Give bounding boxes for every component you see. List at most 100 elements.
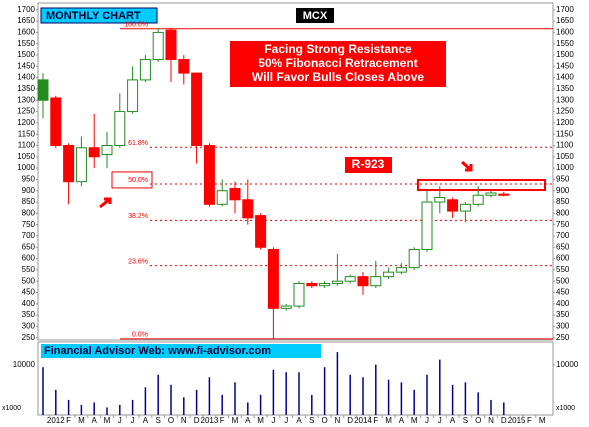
y-tick-label: 1050 [556,152,574,161]
candle-body [229,187,241,201]
y-tick-label: 1200 [556,118,574,127]
symbol-box [296,8,334,23]
annotation: Facing Strong Resistance [264,42,412,56]
y-tick-label: 1400 [556,73,574,82]
v-tick-label: 10000 [13,360,36,369]
title-box [40,7,158,24]
fib-label: 50.0% [128,177,148,184]
y-tick-label: 250 [556,333,570,342]
candle-body [75,147,87,183]
y-tick-label: 1650 [17,16,35,25]
x-tick-label: F [373,416,378,425]
y-tick-label: 1550 [556,39,574,48]
candle-body [319,282,331,287]
y-tick-label: 1300 [556,95,574,104]
x-tick-label: J [271,416,275,425]
x-tick-label: M [78,416,85,425]
x-tick-label: M [257,416,264,425]
candle-body [383,271,395,278]
x-tick-label: O [321,416,327,425]
y-tick-label: 1200 [17,118,35,127]
x-tick-label: 2014 [354,416,372,425]
y-tick-label: 450 [22,288,36,297]
resistance-label-box [345,157,392,173]
candle-body [152,31,164,61]
y-tick-label: 650 [22,242,36,251]
y-tick-label: 1000 [556,163,574,172]
y-tick-label: 1150 [556,129,574,138]
y-tick-label: 1250 [17,107,35,116]
fib-label: 38.2% [128,213,148,220]
x-tick-label: A [245,416,251,425]
y-tick-label: 300 [22,322,36,331]
y-tick-label: 1450 [17,61,35,70]
candle-body [293,282,305,307]
y-tick-label: 600 [556,254,570,263]
x-tick-label: N [335,416,341,425]
candle-body [459,203,471,212]
y-tick-label: 250 [22,333,36,342]
y-tick-label: 1500 [17,50,35,59]
x-tick-label: J [284,416,288,425]
x-tick-label: O [475,416,481,425]
resistance-label: R-923 [352,157,385,171]
candle-body [88,147,100,158]
x-tick-label: M [385,416,392,425]
y-tick-label: 950 [556,175,570,184]
candle-body [267,249,279,309]
x-tick-label: M [539,416,546,425]
candle-body [165,29,177,61]
y-tick-label: 700 [556,231,570,240]
y-tick-label: 850 [22,197,36,206]
y-tick-label: 1300 [17,95,35,104]
y-tick-label: 1600 [556,28,574,37]
y-tick-label: 500 [556,276,570,285]
website-box [41,344,321,358]
fib-label: 100.0% [124,22,148,29]
x-tick-label: 2012 [47,416,65,425]
candle-body [357,276,369,287]
candle-body [242,199,254,219]
x-tick-label: J [438,416,442,425]
arrow [461,160,473,172]
y-tick-label: 1050 [17,152,35,161]
y-tick-label: 900 [22,186,36,195]
y-tick-label: 1650 [556,16,574,25]
y-tick-label: 500 [22,276,36,285]
candle-body [395,267,407,273]
x-tick-label: A [399,416,405,425]
y-tick-label: 1000 [17,163,35,172]
arrow [99,197,112,209]
y-tick-label: 850 [556,197,570,206]
x-tick-label: F [66,416,71,425]
annotation-box [230,41,446,87]
y-tick-label: 1400 [17,73,35,82]
y-tick-label: 1600 [17,28,35,37]
y-tick-label: 550 [22,265,36,274]
x-tick-label: S [309,416,314,425]
y-tick-label: 1700 [556,5,574,14]
x-tick-label: D [194,416,200,425]
x-tick-label: D [347,416,353,425]
x-tick-label: N [488,416,494,425]
y-tick-label: 750 [556,220,570,229]
candle-body [114,111,126,146]
candle-body [485,192,497,196]
candle-body [101,144,113,156]
candle-body [408,249,420,269]
fib-label: 23.6% [128,258,148,265]
y-tick-label: 1450 [556,61,574,70]
x-tick-label: A [92,416,98,425]
annotation: Will Favor Bulls Closes Above [252,70,424,84]
x-tick-label: A [450,416,456,425]
volume-unit: x1000 [556,405,575,412]
candle-body [421,201,433,251]
candle-body [370,276,382,287]
chart-title: MONTHLY CHART [46,10,141,22]
candle-body [255,215,267,248]
x-tick-label: A [296,416,302,425]
x-tick-label: S [156,416,161,425]
candle-body [37,79,49,101]
y-tick-label: 1100 [556,141,574,150]
